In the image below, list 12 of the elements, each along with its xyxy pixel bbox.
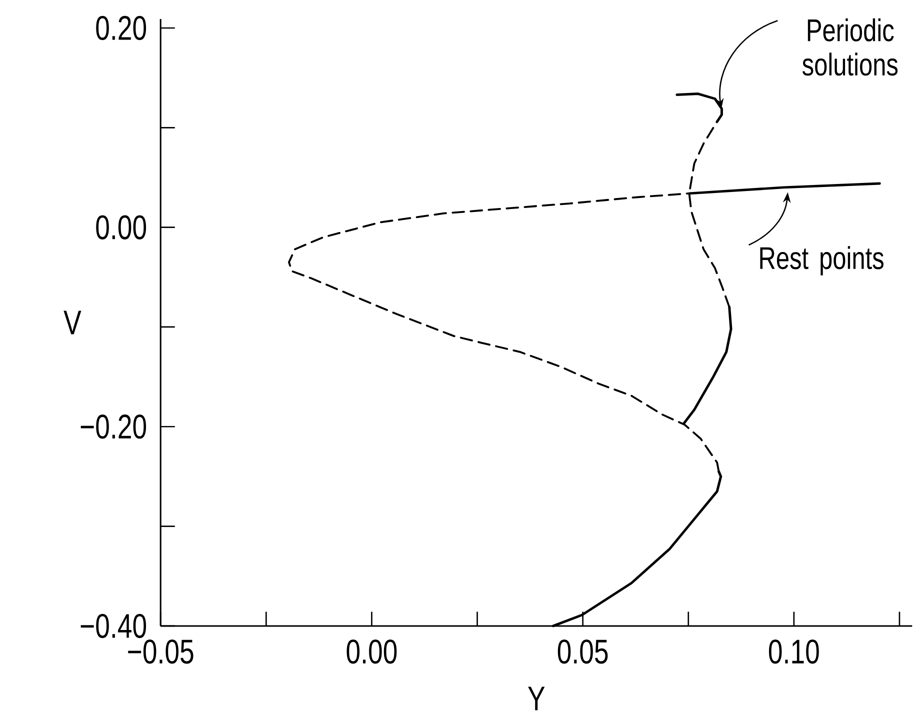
- y-tick-label: −0.40: [80, 614, 146, 638]
- annotation: Rest points: [760, 246, 884, 276]
- y-tick-label: 0.20: [96, 16, 146, 40]
- y-tick-label: −0.20: [80, 414, 146, 439]
- x-tick-label: 0.10: [768, 639, 819, 664]
- y-axis-title: V: [64, 310, 82, 334]
- x-tick-label: 0.05: [558, 639, 608, 664]
- y-tick-label: 0.00: [96, 215, 146, 240]
- x-tick-label: −0.05: [128, 639, 194, 664]
- x-tick-label: 0.00: [346, 639, 397, 664]
- x-axis-title: Y: [528, 686, 545, 710]
- annotation: Periodic solutions: [802, 18, 898, 76]
